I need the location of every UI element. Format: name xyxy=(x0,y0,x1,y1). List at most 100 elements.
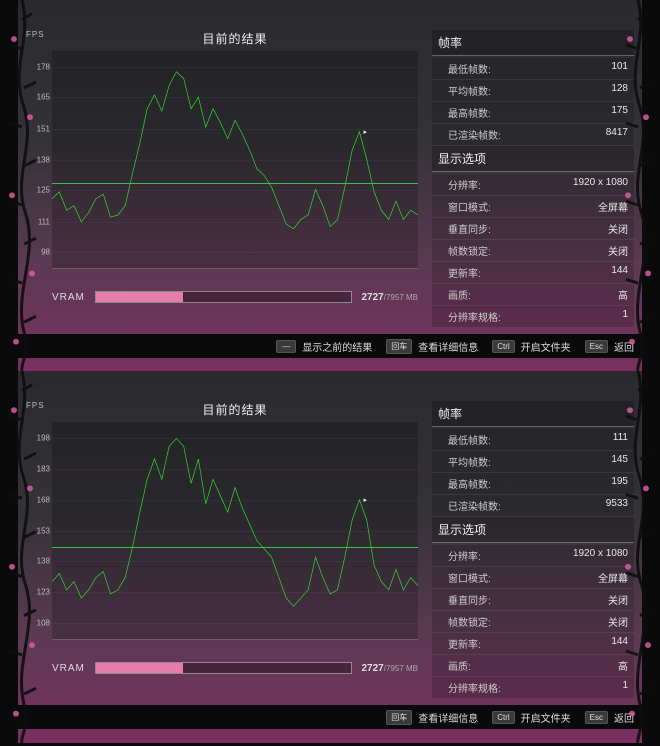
stat-row: 已渲染帧数: 8417 xyxy=(432,124,634,146)
stat-label: 已渲染帧数: xyxy=(448,127,501,142)
fps-chart: 198183168153138123108 ▸ xyxy=(52,422,418,640)
stat-value: 全屏幕 xyxy=(598,199,628,214)
stat-label: 分辨率: xyxy=(448,548,481,563)
footer-action[interactable]: — 显示之前的结果 xyxy=(276,339,372,354)
stat-row: 垂直同步: 关闭 xyxy=(432,218,634,240)
y-tick-label: 183 xyxy=(26,465,50,474)
stat-label: 垂直同步: xyxy=(448,592,491,607)
vram-bar-fill xyxy=(96,663,183,673)
footer-action[interactable]: Esc 返回 xyxy=(585,339,634,354)
chart-column: FPS 目前的结果 17816515113812511198 ▸ VRAM 27… xyxy=(26,30,418,328)
y-tick-label: 138 xyxy=(26,557,50,566)
stat-value: 101 xyxy=(611,61,628,76)
stat-row: 帧数锁定: 关闭 xyxy=(432,240,634,262)
vram-row: VRAM 2727/7957 MB xyxy=(52,291,418,313)
stat-row: 画质: 高 xyxy=(432,655,634,677)
y-tick-label: 98 xyxy=(26,247,50,256)
chart-title: 目前的结果 xyxy=(52,30,418,47)
footer-action-label: 查看详细信息 xyxy=(418,710,478,725)
stat-label: 窗口模式: xyxy=(448,199,491,214)
fps-chart: 17816515113812511198 ▸ xyxy=(52,51,418,269)
footer-action[interactable]: Esc 返回 xyxy=(585,710,634,725)
footer-action[interactable]: 回车 查看详细信息 xyxy=(386,339,478,354)
vram-bar xyxy=(95,291,352,303)
stats-header-display: 显示选项 xyxy=(432,146,634,172)
stat-value: 145 xyxy=(611,454,628,469)
footer-action[interactable]: Ctrl 开启文件夹 xyxy=(492,339,570,354)
stat-label: 最低帧数: xyxy=(448,61,491,76)
chart-column: FPS 目前的结果 198183168153138123108 ▸ VRAM 2… xyxy=(26,401,418,699)
stat-row: 窗口模式: 全屏幕 xyxy=(432,196,634,218)
stat-label: 分辨率规格: xyxy=(448,309,501,324)
chart-cursor-icon: ▸ xyxy=(363,496,367,504)
y-tick-label: 165 xyxy=(26,93,50,102)
stat-row: 分辨率: 1920 x 1080 xyxy=(432,545,634,567)
stat-row: 帧数锁定:关闭 xyxy=(432,611,634,633)
stat-label: 帧数锁定: xyxy=(448,243,491,258)
vram-text: 2727/7957 MB xyxy=(362,663,419,674)
stat-label: 更新率: xyxy=(448,265,481,280)
stat-row: 平均帧数:145 xyxy=(432,451,634,473)
stat-value: 高 xyxy=(618,658,628,673)
footer-action[interactable]: Ctrl 开启文件夹 xyxy=(492,710,570,725)
stat-value: 144 xyxy=(611,636,628,651)
stat-value: 1 xyxy=(622,680,628,695)
stat-row: 垂直同步: 关闭 xyxy=(432,589,634,611)
stats-column: 帧率最低帧数:111平均帧数:145最高帧数:195已渲染帧数:9533显示选项… xyxy=(432,401,634,699)
footer-action[interactable]: 回车 查看详细信息 xyxy=(386,710,478,725)
stat-value: 1 xyxy=(622,309,628,324)
stat-label: 分辨率: xyxy=(448,177,481,192)
stat-row: 最低帧数:111 xyxy=(432,429,634,451)
stat-value: 1920 x 1080 xyxy=(573,548,628,563)
stat-label: 画质: xyxy=(448,658,471,673)
footer-bar: — 显示之前的结果 回车 查看详细信息 Ctrl 开启文件夹 Esc 返回 xyxy=(0,334,660,358)
footer-action-label: 开启文件夹 xyxy=(521,710,571,725)
stat-label: 最低帧数: xyxy=(448,432,491,447)
stat-row: 更新率: 144 xyxy=(432,262,634,284)
y-tick-label: 153 xyxy=(26,526,50,535)
stat-row: 已渲染帧数: 9533 xyxy=(432,495,634,517)
vram-bar xyxy=(95,662,352,674)
stat-value: 关闭 xyxy=(608,221,628,236)
footer-action-label: 开启文件夹 xyxy=(521,339,571,354)
stats-header-display: 显示选项 xyxy=(432,517,634,543)
stat-value: 关闭 xyxy=(608,243,628,258)
stat-value: 8417 xyxy=(606,127,628,142)
stat-label: 画质: xyxy=(448,287,471,302)
footer-bar: 回车 查看详细信息 Ctrl 开启文件夹 Esc 返回 xyxy=(0,705,660,729)
footer-action-label: 显示之前的结果 xyxy=(302,339,372,354)
chart-cursor-icon: ▸ xyxy=(363,128,367,136)
key-hint: Ctrl xyxy=(492,711,514,724)
stat-value: 关闭 xyxy=(608,592,628,607)
stat-label: 分辨率规格: xyxy=(448,680,501,695)
stat-value: 175 xyxy=(611,105,628,120)
stat-value: 195 xyxy=(611,476,628,491)
stat-label: 窗口模式: xyxy=(448,570,491,585)
y-tick-label: 198 xyxy=(26,434,50,443)
stat-label: 平均帧数: xyxy=(448,83,491,98)
stats-column: 帧率最低帧数: 101 平均帧数: 128 最高帧数:175 已渲染帧数: 8417 显示选项… xyxy=(432,30,634,328)
stat-row: 最高帧数:175 xyxy=(432,102,634,124)
stats-header-framerate: 帧率 xyxy=(432,30,634,56)
stat-value: 全屏幕 xyxy=(598,570,628,585)
key-hint: Esc xyxy=(585,711,608,724)
vram-label: VRAM xyxy=(52,292,85,303)
stat-label: 垂直同步: xyxy=(448,221,491,236)
stat-row: 最低帧数: 101 xyxy=(432,58,634,80)
key-hint: — xyxy=(276,340,296,353)
vram-label: VRAM xyxy=(52,663,85,674)
stat-row: 分辨率规格: 1 xyxy=(432,306,634,328)
fps-axis-label: FPS xyxy=(26,30,45,39)
stat-value: 9533 xyxy=(606,498,628,513)
stat-value: 128 xyxy=(611,83,628,98)
stat-value: 高 xyxy=(618,287,628,302)
y-tick-label: 138 xyxy=(26,155,50,164)
y-tick-label: 123 xyxy=(26,587,50,596)
stat-row: 画质: 高 xyxy=(432,284,634,306)
stat-value: 1920 x 1080 xyxy=(573,177,628,192)
stat-row: 最高帧数:195 xyxy=(432,473,634,495)
key-hint: Ctrl xyxy=(492,340,514,353)
y-tick-label: 108 xyxy=(26,618,50,627)
stat-label: 已渲染帧数: xyxy=(448,498,501,513)
stat-value: 144 xyxy=(611,265,628,280)
